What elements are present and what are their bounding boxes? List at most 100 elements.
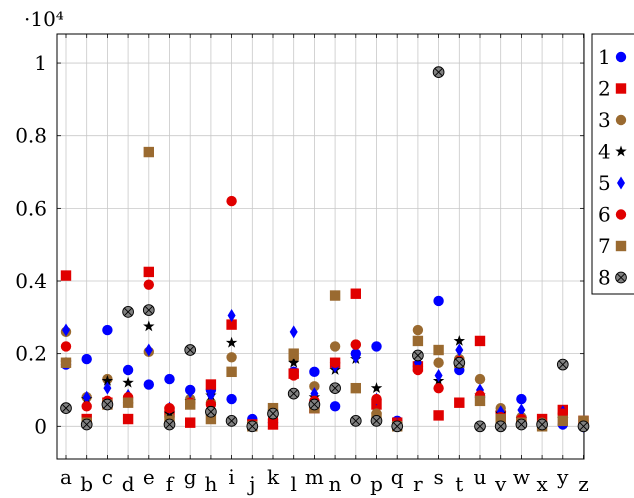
data-point-series-3-u xyxy=(474,373,486,385)
data-point-series-7-h xyxy=(205,413,217,425)
data-point-series-5-h xyxy=(206,388,215,402)
x-tick-label: o xyxy=(350,465,362,489)
data-point-series-8-w xyxy=(515,418,528,431)
data-point-series-8-m xyxy=(308,398,321,411)
data-point-series-3-i xyxy=(226,352,237,363)
legend-marker-1 xyxy=(615,51,627,63)
data-point-series-6-l xyxy=(288,370,299,381)
data-point-series-2-k xyxy=(267,419,279,430)
data-point-series-6-p xyxy=(371,393,382,405)
data-point-series-6-e xyxy=(143,279,154,290)
x-tick-label: t xyxy=(455,472,463,496)
data-point-series-8-x xyxy=(536,418,548,431)
legend-label: 1 xyxy=(598,45,611,69)
legend-label: 4 xyxy=(598,140,611,164)
data-point-series-2-i xyxy=(226,319,237,330)
legend-label: 3 xyxy=(598,108,611,132)
data-point-series-5-a xyxy=(62,323,70,337)
axes: a b c d e f g h i j k l m n o p q r s t u v w x y z 0 0.2 0.4 0.6 0.8 1 xyxy=(15,33,589,496)
data-point-series-2-e xyxy=(143,266,154,278)
data-point-series-8-c xyxy=(101,398,114,411)
x-tick-label: g xyxy=(184,465,197,489)
y-axis-multiplier-label: ·10⁴ xyxy=(24,7,64,31)
x-tick-label: q xyxy=(391,465,404,489)
y-tick-label: 0.4 xyxy=(15,269,47,293)
x-tick-label: z xyxy=(578,472,589,496)
legend: 1 2 3 4 5 6 7 8 xyxy=(591,33,634,295)
data-point-series-5-b xyxy=(82,390,91,404)
data-point-series-7-e xyxy=(143,146,154,158)
data-point-series-1-m xyxy=(309,366,320,378)
x-tick-label: y xyxy=(556,465,569,489)
data-point-series-4-i xyxy=(225,336,238,348)
data-point-series-8-i xyxy=(225,415,238,427)
legend-label: 5 xyxy=(598,171,611,195)
data-point-series-4-l xyxy=(287,356,300,368)
x-tick-label: c xyxy=(102,465,113,489)
data-point-series-8-f xyxy=(163,418,176,431)
data-point-series-8-j xyxy=(246,420,259,433)
x-tick-label: r xyxy=(413,472,423,496)
data-point-series-6-r xyxy=(412,364,424,376)
data-point-series-7-y xyxy=(557,415,568,427)
data-point-series-5-g xyxy=(186,385,195,399)
legend-marker-8 xyxy=(615,271,627,284)
plot-frame xyxy=(56,33,585,460)
data-point-series-8-q xyxy=(391,420,404,433)
data-point-series-8-r xyxy=(412,349,424,362)
y-tick-label: 0.6 xyxy=(15,196,47,220)
data-point-series-8-b xyxy=(80,418,93,431)
data-point-series-7-l xyxy=(288,348,299,359)
data-point-series-1-f xyxy=(164,373,175,385)
data-point-series-7-a xyxy=(60,357,72,368)
data-point-series-3-r xyxy=(412,324,424,336)
x-tick-label: a xyxy=(60,465,72,489)
data-point-series-8-s xyxy=(432,66,445,78)
data-point-series-8-p xyxy=(370,415,383,427)
data-point-series-7-i xyxy=(226,366,237,378)
x-tick-label: l xyxy=(290,472,296,496)
data-point-series-1-w xyxy=(516,393,527,405)
x-tick-label: k xyxy=(267,465,280,489)
data-point-series-5-c xyxy=(103,381,112,395)
data-point-series-6-f xyxy=(164,402,175,414)
data-point-series-5-w xyxy=(517,403,526,417)
legend-marker-3 xyxy=(615,114,627,126)
legend-label: 8 xyxy=(598,266,611,290)
y-tick-label: 0.8 xyxy=(15,124,47,148)
data-point-series-1-b xyxy=(81,353,92,365)
data-point-series-7-s xyxy=(433,344,444,356)
data-point-series-4-e xyxy=(143,320,155,332)
data-point-series-6-o xyxy=(350,339,361,350)
data-points xyxy=(60,66,590,433)
legend-marker-4 xyxy=(615,145,627,157)
data-point-series-1-i xyxy=(226,393,237,405)
data-point-series-6-s xyxy=(433,382,444,394)
y-tick-label: 0 xyxy=(34,414,47,438)
data-point-series-1-n xyxy=(329,401,341,412)
data-point-series-8-e xyxy=(142,304,155,316)
data-point-series-2-o xyxy=(350,288,361,299)
data-point-series-1-c xyxy=(102,324,113,336)
data-point-series-8-u xyxy=(474,420,486,433)
data-point-series-8-n xyxy=(329,382,341,395)
data-point-series-8-t xyxy=(453,356,466,369)
data-point-series-2-d xyxy=(122,413,134,425)
legend-marker-6 xyxy=(615,209,627,220)
legend-marker-7 xyxy=(615,240,627,252)
x-tick-label: w xyxy=(513,465,530,489)
data-point-series-3-m xyxy=(309,381,320,392)
data-point-series-2-u xyxy=(474,335,486,347)
data-point-series-5-e xyxy=(144,343,153,357)
data-point-series-2-s xyxy=(433,410,444,421)
data-point-series-8-l xyxy=(287,387,300,400)
x-tick-label: s xyxy=(433,465,443,489)
data-point-series-7-o xyxy=(350,382,361,394)
data-point-series-5-o xyxy=(351,350,360,364)
data-point-series-1-s xyxy=(433,295,444,307)
data-point-series-8-z xyxy=(577,420,590,433)
y-tick-label: 0.2 xyxy=(15,342,47,366)
data-point-series-1-p xyxy=(371,341,382,352)
x-tick-label: u xyxy=(474,465,487,489)
